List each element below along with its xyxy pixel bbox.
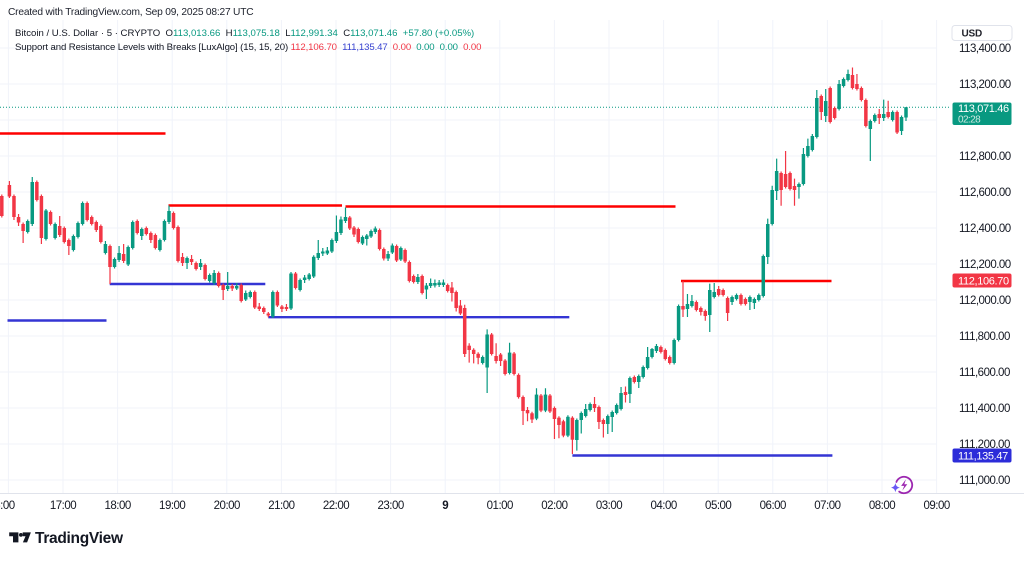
svg-text:112,400.00: 112,400.00 xyxy=(959,223,1011,235)
svg-text:TradingView: TradingView xyxy=(35,530,124,547)
svg-text:9: 9 xyxy=(442,500,448,512)
svg-text:112,600.00: 112,600.00 xyxy=(959,187,1011,199)
svg-text:111,800.00: 111,800.00 xyxy=(959,331,1010,343)
svg-text:113,400.00: 113,400.00 xyxy=(959,43,1011,55)
svg-text:19:00: 19:00 xyxy=(159,500,185,512)
svg-text:111,600.00: 111,600.00 xyxy=(959,367,1010,379)
svg-text:113,200.00: 113,200.00 xyxy=(959,79,1011,91)
svg-text:USD: USD xyxy=(962,29,983,40)
svg-text:05:00: 05:00 xyxy=(705,500,731,512)
svg-text:16:00: 16:00 xyxy=(0,500,15,512)
svg-text:111,200.00: 111,200.00 xyxy=(959,439,1010,451)
svg-text:Created with TradingView.com,: Created with TradingView.com, Sep 09, 20… xyxy=(8,7,253,18)
svg-text:06:00: 06:00 xyxy=(760,500,786,512)
svg-text:20:00: 20:00 xyxy=(214,500,240,512)
svg-text:17:00: 17:00 xyxy=(50,500,76,512)
svg-text:Support and Resistance Levels: Support and Resistance Levels with Break… xyxy=(15,42,481,53)
svg-text:23:00: 23:00 xyxy=(377,500,403,512)
svg-text:21:00: 21:00 xyxy=(268,500,294,512)
svg-text:07:00: 07:00 xyxy=(814,500,840,512)
svg-text:112,000.00: 112,000.00 xyxy=(959,295,1011,307)
svg-text:09:00: 09:00 xyxy=(923,500,949,512)
svg-text:112,200.00: 112,200.00 xyxy=(959,259,1011,271)
svg-text:112,106.70: 112,106.70 xyxy=(958,276,1009,288)
svg-text:111,400.00: 111,400.00 xyxy=(959,403,1010,415)
svg-text:04:00: 04:00 xyxy=(650,500,676,512)
svg-text:Bitcoin / U.S. Dollar · 5 · CR: Bitcoin / U.S. Dollar · 5 · CRYPTO O113,… xyxy=(15,28,474,39)
svg-text:22:00: 22:00 xyxy=(323,500,349,512)
svg-text:01:00: 01:00 xyxy=(487,500,513,512)
svg-text:02:28: 02:28 xyxy=(958,115,981,126)
svg-text:03:00: 03:00 xyxy=(596,500,622,512)
svg-text:18:00: 18:00 xyxy=(104,500,130,512)
svg-text:111,135.47: 111,135.47 xyxy=(958,451,1008,463)
svg-text:113,071.46: 113,071.46 xyxy=(958,103,1009,115)
svg-text:111,000.00: 111,000.00 xyxy=(959,475,1010,487)
svg-text:112,800.00: 112,800.00 xyxy=(959,151,1011,163)
svg-text:02:00: 02:00 xyxy=(541,500,567,512)
svg-text:08:00: 08:00 xyxy=(869,500,895,512)
